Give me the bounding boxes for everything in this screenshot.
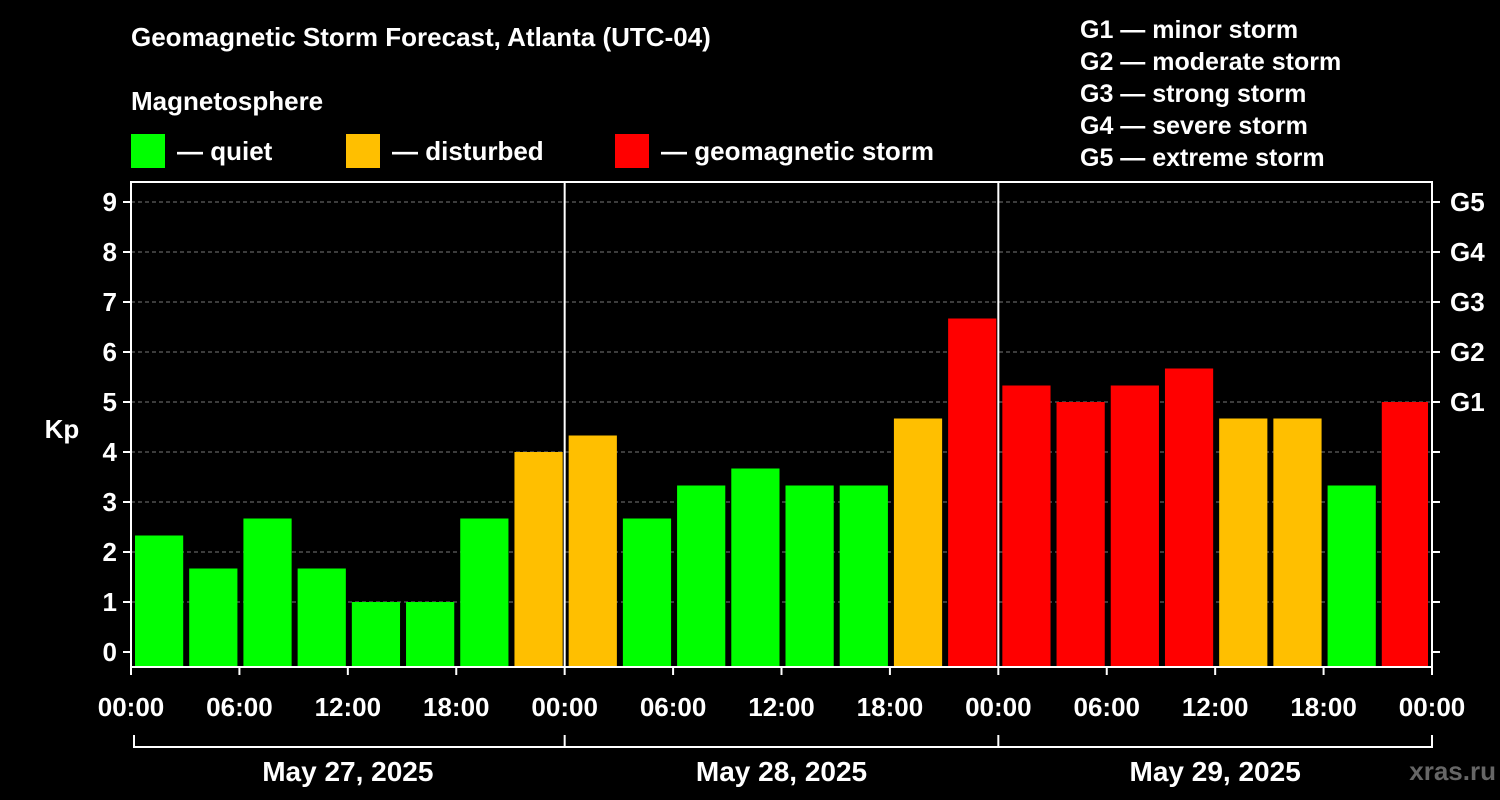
bar bbox=[568, 435, 617, 667]
legend-label-quiet: — quiet bbox=[177, 135, 273, 166]
bar bbox=[1056, 402, 1105, 667]
bar bbox=[135, 535, 184, 667]
g-scale-item-g1: G1 — minor storm bbox=[1080, 16, 1299, 44]
g-scale-item-g4: G4 — severe storm bbox=[1080, 112, 1308, 140]
legend-swatch-quiet bbox=[131, 134, 165, 168]
bar bbox=[948, 318, 997, 667]
bar bbox=[1002, 385, 1051, 667]
bar bbox=[514, 452, 563, 667]
bar bbox=[460, 518, 509, 667]
bar bbox=[406, 602, 455, 667]
y-tick-label: 2 bbox=[103, 537, 117, 567]
g-level-label: G3 bbox=[1450, 287, 1485, 317]
x-tick-label: 18:00 bbox=[423, 692, 490, 722]
g-scale-item-g3: G3 — strong storm bbox=[1080, 80, 1307, 108]
legend-label-storm: — geomagnetic storm bbox=[661, 135, 935, 166]
bar bbox=[243, 518, 292, 667]
g-level-label: G2 bbox=[1450, 337, 1485, 367]
bar bbox=[785, 485, 834, 667]
bar bbox=[1327, 485, 1376, 667]
bar bbox=[1110, 385, 1159, 667]
day-label: May 29, 2025 bbox=[1130, 756, 1301, 787]
axes: 0 1 2 3 4 5 6 7 8 9 G1 G2 G3 G4 G5 00:00 06:00 12:00 18:00… bbox=[98, 181, 1485, 787]
day-label: May 28, 2025 bbox=[696, 756, 867, 787]
g-level-label: G5 bbox=[1450, 187, 1485, 217]
legend-swatch-disturbed bbox=[346, 134, 380, 168]
x-tick-label: 12:00 bbox=[1182, 692, 1249, 722]
y-tick-label: 5 bbox=[103, 387, 117, 417]
y-tick-label: 7 bbox=[103, 287, 117, 317]
legend-item-quiet: — quiet bbox=[131, 134, 272, 168]
y-tick-label: 8 bbox=[103, 237, 117, 267]
g-scale-legend: G1 — minor storm G2 — moderate storm G3 … bbox=[1080, 14, 1341, 174]
bar bbox=[677, 485, 726, 667]
watermark-text: xras.ru bbox=[1409, 756, 1496, 786]
g-scale-item-g5: G5 — extreme storm bbox=[1080, 144, 1325, 172]
bar bbox=[731, 468, 780, 667]
bars bbox=[135, 318, 1428, 667]
y-axis-label: Kp bbox=[45, 414, 80, 444]
y-tick-label: 0 bbox=[103, 637, 117, 667]
legend-swatch-storm bbox=[615, 134, 649, 168]
x-tick-label: 12:00 bbox=[748, 692, 815, 722]
chart-title: Geomagnetic Storm Forecast, Atlanta (UTC… bbox=[131, 22, 711, 52]
x-tick-label: 00:00 bbox=[1399, 692, 1466, 722]
bar bbox=[1273, 418, 1322, 667]
bar bbox=[839, 485, 888, 667]
bar bbox=[622, 518, 672, 667]
legend-item-storm: — geomagnetic storm bbox=[615, 134, 934, 168]
legend-item-disturbed: — disturbed bbox=[346, 134, 544, 168]
x-tick-label: 00:00 bbox=[531, 692, 598, 722]
y-tick-label: 4 bbox=[103, 437, 118, 467]
legend-label-disturbed: — disturbed bbox=[392, 135, 544, 166]
y-tick-label: 3 bbox=[103, 487, 117, 517]
g-level-label: G1 bbox=[1450, 387, 1485, 417]
x-tick-label: 18:00 bbox=[857, 692, 924, 722]
bar bbox=[189, 568, 238, 667]
y-tick-label: 1 bbox=[103, 587, 117, 617]
bar bbox=[1164, 368, 1214, 667]
bar bbox=[351, 602, 401, 667]
bar bbox=[297, 568, 346, 667]
x-tick-label: 06:00 bbox=[640, 692, 707, 722]
y-tick-label: 9 bbox=[103, 187, 117, 217]
bar bbox=[1381, 402, 1428, 667]
x-tick-label: 00:00 bbox=[98, 692, 165, 722]
g-level-label: G4 bbox=[1450, 237, 1485, 267]
x-tick-label: 06:00 bbox=[1074, 692, 1141, 722]
bar bbox=[893, 418, 943, 667]
x-tick-label: 18:00 bbox=[1290, 692, 1357, 722]
magnetosphere-label: Magnetosphere bbox=[131, 86, 324, 116]
y-tick-label: 6 bbox=[103, 337, 117, 367]
g-scale-item-g2: G2 — moderate storm bbox=[1080, 48, 1342, 76]
day-label: May 27, 2025 bbox=[262, 756, 433, 787]
bar bbox=[1219, 418, 1268, 667]
x-tick-label: 00:00 bbox=[965, 692, 1032, 722]
x-tick-label: 06:00 bbox=[206, 692, 273, 722]
x-tick-label: 12:00 bbox=[315, 692, 382, 722]
